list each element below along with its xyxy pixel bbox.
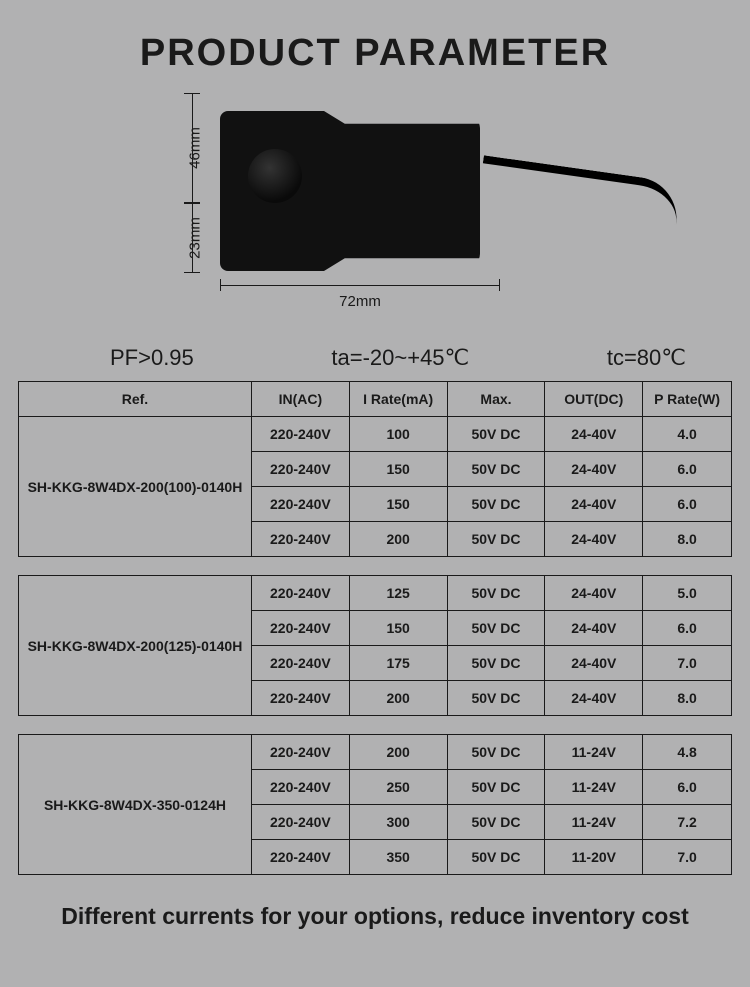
cell-pr: 8.0 [643,681,732,716]
dimension-46-label: 46mm [186,127,203,169]
cell-in: 220-240V [251,611,349,646]
cell-out: 11-24V [545,805,643,840]
cell-max: 50V DC [447,770,545,805]
table-row: SH-KKG-8W4DX-350-0124H220-240V20050V DC1… [19,735,732,770]
cell-ir: 250 [349,770,447,805]
cell-in: 220-240V [251,646,349,681]
cell-max: 50V DC [447,417,545,452]
col-in: IN(AC) [251,382,349,417]
cell-pr: 5.0 [643,576,732,611]
cell-max: 50V DC [447,576,545,611]
cell-in: 220-240V [251,770,349,805]
cell-ir: 200 [349,681,447,716]
cell-in: 220-240V [251,805,349,840]
cell-ref: SH-KKG-8W4DX-200(125)-0140H [19,576,252,716]
cell-ir: 125 [349,576,447,611]
cell-pr: 6.0 [643,770,732,805]
product-cable [478,155,682,224]
parameter-table-3: SH-KKG-8W4DX-350-0124H220-240V20050V DC1… [18,734,732,875]
page-title: PRODUCT PARAMETER [0,0,750,93]
cell-in: 220-240V [251,522,349,557]
cell-out: 24-40V [545,487,643,522]
cell-ir: 350 [349,840,447,875]
spec-ta: ta=-20~+45℃ [331,345,469,371]
cell-max: 50V DC [447,681,545,716]
cell-max: 50V DC [447,735,545,770]
dimension-72-label: 72mm [220,285,500,310]
tables-container: Ref. IN(AC) I Rate(mA) Max. OUT(DC) P Ra… [0,381,750,875]
cell-ir: 150 [349,611,447,646]
dimension-72: 72mm [220,285,500,315]
cell-out: 24-40V [545,611,643,646]
dimension-23-label: 23mm [186,217,203,259]
cell-pr: 6.0 [643,611,732,646]
cell-in: 220-240V [251,487,349,522]
cell-ir: 175 [349,646,447,681]
cell-in: 220-240V [251,417,349,452]
cell-out: 11-24V [545,735,643,770]
cell-out: 24-40V [545,681,643,716]
col-prate: P Rate(W) [643,382,732,417]
cell-pr: 6.0 [643,452,732,487]
cell-out: 24-40V [545,576,643,611]
cell-max: 50V DC [447,611,545,646]
cell-max: 50V DC [447,522,545,557]
cell-in: 220-240V [251,735,349,770]
table-header-row: Ref. IN(AC) I Rate(mA) Max. OUT(DC) P Ra… [19,382,732,417]
cell-out: 11-24V [545,770,643,805]
dimension-46: 46mm [180,93,204,203]
cell-pr: 8.0 [643,522,732,557]
cell-pr: 4.8 [643,735,732,770]
table-row: SH-KKG-8W4DX-200(100)-0140H220-240V10050… [19,417,732,452]
col-irate: I Rate(mA) [349,382,447,417]
cell-pr: 7.0 [643,646,732,681]
cell-in: 220-240V [251,840,349,875]
product-diagram: 46mm 23mm 72mm [150,93,600,333]
cell-max: 50V DC [447,805,545,840]
col-out: OUT(DC) [545,382,643,417]
cell-in: 220-240V [251,681,349,716]
cell-pr: 4.0 [643,417,732,452]
product-button [248,149,302,203]
col-ref: Ref. [19,382,252,417]
table-row: SH-KKG-8W4DX-200(125)-0140H220-240V12550… [19,576,732,611]
cell-ir: 200 [349,735,447,770]
cell-ir: 150 [349,487,447,522]
cell-pr: 6.0 [643,487,732,522]
spec-tc: tc=80℃ [607,345,686,371]
cell-ir: 200 [349,522,447,557]
cell-out: 24-40V [545,646,643,681]
cell-in: 220-240V [251,576,349,611]
cell-max: 50V DC [447,487,545,522]
spec-pf: PF>0.95 [110,345,194,371]
cell-in: 220-240V [251,452,349,487]
parameter-table-2: SH-KKG-8W4DX-200(125)-0140H220-240V12550… [18,575,732,716]
cell-pr: 7.2 [643,805,732,840]
cell-out: 24-40V [545,417,643,452]
parameter-table-header: Ref. IN(AC) I Rate(mA) Max. OUT(DC) P Ra… [18,381,732,557]
cell-pr: 7.0 [643,840,732,875]
cell-ir: 150 [349,452,447,487]
cell-max: 50V DC [447,452,545,487]
cell-max: 50V DC [447,840,545,875]
cell-max: 50V DC [447,646,545,681]
cell-ref: SH-KKG-8W4DX-350-0124H [19,735,252,875]
cell-out: 11-20V [545,840,643,875]
cell-ir: 100 [349,417,447,452]
cell-ref: SH-KKG-8W4DX-200(100)-0140H [19,417,252,557]
footer-text: Different currents for your options, red… [0,875,750,958]
spec-row: PF>0.95 ta=-20~+45℃ tc=80℃ [0,333,750,381]
cell-out: 24-40V [545,522,643,557]
dimension-23: 23mm [180,203,204,273]
cell-ir: 300 [349,805,447,840]
cell-out: 24-40V [545,452,643,487]
col-max: Max. [447,382,545,417]
